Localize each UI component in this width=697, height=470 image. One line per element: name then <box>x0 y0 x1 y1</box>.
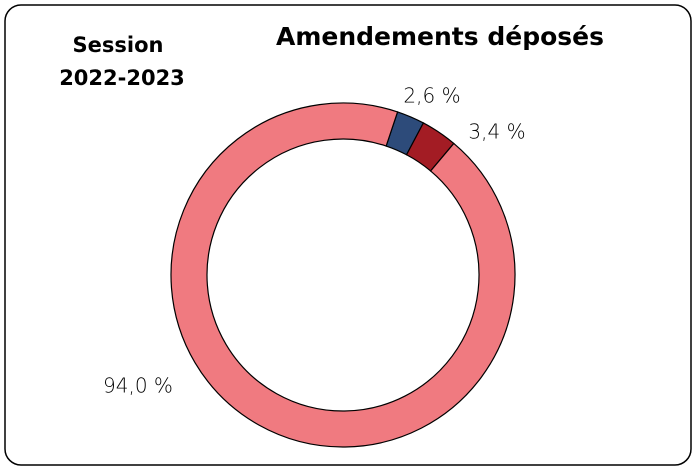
frame <box>4 4 692 466</box>
value-label: 94,0 % <box>103 374 173 398</box>
subtitle-line: 2022-2023 <box>59 66 185 90</box>
subtitle-line: Session <box>73 33 164 57</box>
value-label: 3,4 % <box>468 120 525 144</box>
donut-segment <box>170 102 516 448</box>
value-label: 2,6 % <box>403 84 460 108</box>
chart-title: Amendements déposés <box>276 22 604 51</box>
